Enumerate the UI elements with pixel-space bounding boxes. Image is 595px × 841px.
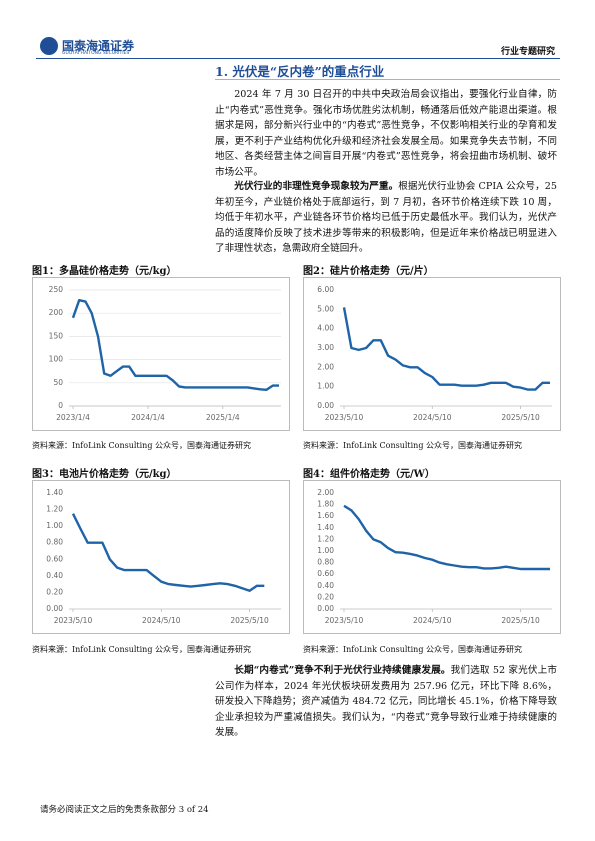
x-tick-label: 2023/5/10 (54, 616, 93, 625)
y-tick-label: 0.00 (317, 401, 334, 410)
x-tick-label: 2025/5/10 (501, 413, 540, 422)
x-tick-label: 2025/1/4 (206, 413, 240, 422)
x-tick-label: 2023/5/10 (325, 616, 364, 625)
price-line (342, 307, 550, 391)
logo: 国泰海通证券 (62, 39, 135, 53)
x-tick-label: 2025/5/10 (501, 616, 540, 625)
y-tick-label: 3.00 (317, 343, 334, 352)
y-tick-label: 150 (49, 331, 64, 340)
y-tick-label: 0.60 (46, 554, 63, 563)
x-tick-label: 2023/5/10 (325, 413, 364, 422)
y-tick-label: 2.00 (317, 362, 334, 371)
y-tick-label: 5.00 (317, 304, 334, 313)
y-tick-label: 1.20 (46, 505, 63, 514)
figure-title: 图2：硅片价格走势（元/片） (303, 266, 434, 277)
paragraph-text: 我们选取 52 家光伏上市公司作为样本，2024 年光伏板块研发费用为 257.… (215, 665, 557, 738)
y-tick-label: 0.20 (46, 587, 63, 596)
x-tick-label: 2024/5/10 (413, 413, 452, 422)
report-type: 行业专题研究 (500, 47, 555, 57)
y-tick-label: 0 (58, 401, 63, 410)
y-tick-label: 1.20 (317, 534, 334, 543)
section-title: 1. 光伏是“反内卷”的重点行业 (215, 64, 385, 79)
x-tick-label: 2023/1/4 (56, 413, 90, 422)
figure-title: 图1：多晶硅价格走势（元/kg） (32, 266, 177, 277)
y-tick-label: 100 (49, 355, 64, 364)
chart: 0.00 1.00 2.00 3.00 4.00 5.00 6.00 2023/5/10 202… (303, 277, 561, 431)
y-tick-label: 0.60 (317, 569, 334, 578)
x-tick-label: 2025/5/10 (230, 616, 269, 625)
figure-source: 资料来源：InfoLink Consulting 公众号，国泰海通证券研究 (32, 441, 251, 450)
footer: 请务必阅读正文之后的免责条款部分 3 of 24 (40, 805, 209, 815)
y-tick-label: 1.40 (46, 488, 63, 497)
paragraph: 2024 年 7 月 30 日召开的中共中央政治局会议指出，要强化行业自律，防止… (215, 87, 557, 180)
figure-source: 资料来源：InfoLink Consulting 公众号，国泰海通证券研究 (32, 645, 251, 654)
y-tick-label: 0.20 (317, 592, 334, 601)
paragraph-text: 2024 年 7 月 30 日召开的中共中央政治局会议指出，要强化行业自律，防止… (215, 89, 557, 178)
y-tick-label: 0.80 (46, 538, 63, 547)
y-tick-label: 0.40 (317, 581, 334, 590)
figure-source: 资料来源：InfoLink Consulting 公众号，国泰海通证券研究 (303, 441, 522, 450)
paragraph: 长期“内卷式”竞争不利于光伏行业持续健康发展。我们选取 52 家光伏上市公司作为… (215, 663, 557, 741)
x-tick-label: 2024/5/10 (413, 616, 452, 625)
paragraph-text: 根据光伏行业协会 CPIA 公众号，25 年初至今，产业链价格处于底部运行，到 … (215, 181, 557, 254)
y-tick-label: 1.00 (317, 546, 334, 555)
y-tick-label: 250 (49, 285, 64, 294)
price-line (343, 504, 550, 571)
y-tick-label: 0.40 (46, 571, 63, 580)
figure-source: 资料来源：InfoLink Consulting 公众号，国泰海通证券研究 (303, 645, 522, 654)
y-tick-label: 200 (49, 308, 64, 317)
y-tick-label: 0.00 (46, 604, 63, 613)
paragraph-lead: 光伏行业的非理性竞争现象较为严重。 (234, 181, 399, 192)
figure-title: 图3：电池片价格走势（元/kg） (32, 469, 177, 480)
logo-en: GUOTAI HAITONG SECURITIES (62, 51, 130, 56)
y-tick-label: 1.80 (317, 500, 334, 509)
chart: 0.00 0.20 0.40 0.60 0.80 1.00 1.20 1.40 2023/5/1… (32, 480, 290, 634)
y-tick-label: 1.60 (317, 511, 334, 520)
header-rule (36, 58, 560, 59)
x-tick-label: 2024/5/10 (142, 616, 181, 625)
figure-title: 图4：组件价格走势（元/W） (303, 469, 435, 480)
y-tick-label: 1.00 (46, 521, 63, 530)
chart: 0 50 100 150 200 250 2023/1/4 2024/1/4 2025/1/4 (32, 277, 290, 431)
y-tick-label: 0.00 (317, 604, 334, 613)
y-tick-label: 0.80 (317, 558, 334, 567)
y-tick-label: 4.00 (317, 324, 334, 333)
y-tick-label: 2.00 (317, 488, 334, 497)
paragraph: 光伏行业的非理性竞争现象较为严重。根据光伏行业协会 CPIA 公众号，25 年初… (215, 179, 557, 257)
logo-icon (40, 37, 58, 55)
y-tick-label: 50 (53, 378, 63, 387)
title-rule (215, 79, 560, 80)
chart: 0.00 0.20 0.40 0.60 0.80 1.00 1.20 1.40 1.60 1.80… (303, 480, 561, 634)
x-tick-label: 2024/1/4 (131, 413, 165, 422)
paragraph-lead: 长期“内卷式”竞争不利于光伏行业持续健康发展。 (234, 665, 451, 676)
price-line (71, 299, 279, 391)
y-tick-label: 1.40 (317, 523, 334, 532)
y-tick-label: 1.00 (317, 382, 334, 391)
price-line (71, 513, 265, 592)
y-tick-label: 6.00 (317, 285, 334, 294)
